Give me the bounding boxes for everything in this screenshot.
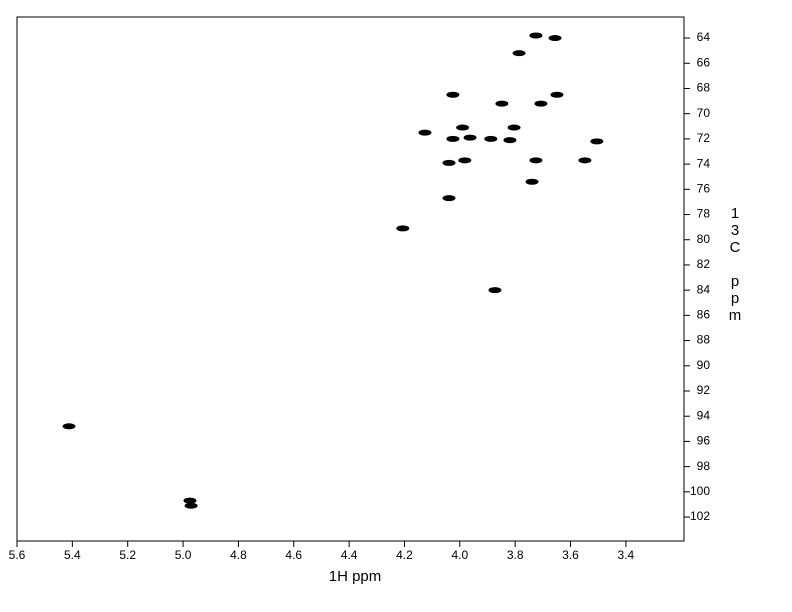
y-tick-label: 86	[697, 308, 711, 322]
y-axis-title: 13C ppm	[727, 205, 744, 324]
x-tick-label: 3.6	[562, 548, 579, 562]
y-tick-label: 84	[697, 282, 711, 296]
peak	[529, 157, 543, 164]
y-tick-label: 102	[690, 509, 710, 523]
y-tick-label: 80	[697, 232, 711, 246]
y-tick-label: 92	[697, 383, 711, 397]
y-tick-label: 64	[697, 30, 711, 44]
x-tick-label: 5.6	[9, 548, 26, 562]
peak	[488, 287, 502, 294]
peak	[442, 195, 456, 202]
peak	[590, 138, 604, 145]
y-tick-label: 94	[697, 408, 711, 422]
y-tick-label: 96	[697, 434, 711, 448]
peak	[550, 91, 564, 98]
peak	[463, 134, 477, 141]
x-axis-title: 1H ppm	[329, 568, 382, 585]
peak	[507, 124, 521, 131]
peak	[512, 50, 526, 57]
y-tick-label: 100	[690, 484, 710, 498]
peak	[184, 502, 198, 509]
peak	[446, 135, 460, 142]
y-tick-label: 98	[697, 459, 711, 473]
x-tick-label: 3.8	[507, 548, 524, 562]
peak	[458, 157, 472, 164]
y-tick-label: 76	[697, 181, 711, 195]
peak	[442, 159, 456, 166]
y-tick-label: 68	[697, 81, 711, 95]
x-tick-label: 5.2	[119, 548, 136, 562]
peak	[484, 135, 498, 142]
peak	[548, 35, 562, 42]
peak	[396, 225, 410, 232]
y-tick-label: 82	[697, 257, 711, 271]
y-tick-label: 70	[697, 106, 711, 120]
y-tick-label: 88	[697, 333, 711, 347]
peak	[529, 32, 543, 39]
x-tick-label: 3.4	[618, 548, 635, 562]
peak	[495, 100, 509, 107]
peak	[456, 124, 470, 131]
y-tick-label: 74	[697, 156, 711, 170]
peak	[578, 157, 592, 164]
peak	[525, 178, 539, 185]
x-tick-label: 4.2	[396, 548, 413, 562]
peak	[183, 497, 197, 504]
y-tick-label: 90	[697, 358, 711, 372]
plot-frame	[16, 16, 685, 542]
x-tick-label: 4.6	[285, 548, 302, 562]
peak	[446, 91, 460, 98]
peak	[503, 137, 517, 144]
x-tick-label: 5.0	[175, 548, 192, 562]
y-tick-label: 72	[697, 131, 711, 145]
x-tick-label: 4.4	[341, 548, 358, 562]
peak	[62, 423, 76, 430]
x-tick-label: 4.8	[230, 548, 247, 562]
peak	[534, 100, 548, 107]
y-tick-label: 66	[697, 55, 711, 69]
peak	[418, 129, 432, 136]
x-tick-label: 5.4	[64, 548, 81, 562]
x-tick-label: 4.0	[451, 548, 468, 562]
y-tick-label: 78	[697, 207, 711, 221]
